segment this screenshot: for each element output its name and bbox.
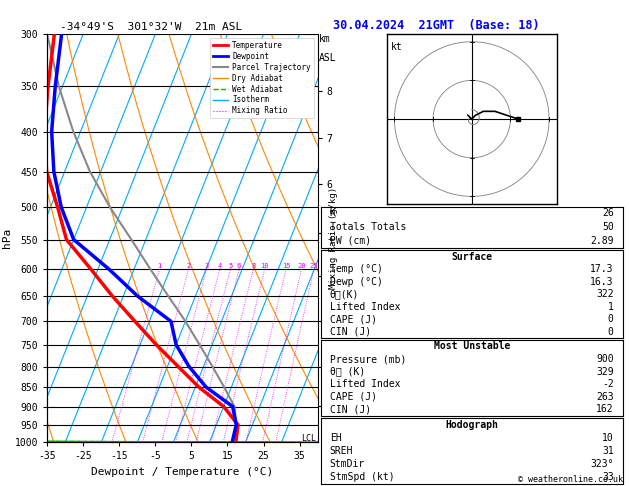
X-axis label: Dewpoint / Temperature (°C): Dewpoint / Temperature (°C) [91, 467, 274, 477]
Text: 17.3: 17.3 [590, 264, 614, 274]
Text: StmSpd (kt): StmSpd (kt) [330, 472, 394, 482]
Text: 1: 1 [608, 301, 614, 312]
Text: Pressure (mb): Pressure (mb) [330, 354, 406, 364]
Text: CIN (J): CIN (J) [330, 404, 371, 414]
Text: Hodograph: Hodograph [445, 419, 498, 430]
Text: CAPE (J): CAPE (J) [330, 392, 377, 402]
Text: 5: 5 [228, 263, 233, 269]
Text: Most Unstable: Most Unstable [433, 342, 510, 351]
Text: 50: 50 [602, 222, 614, 232]
Text: 10: 10 [602, 433, 614, 443]
Text: StmDir: StmDir [330, 459, 365, 469]
Text: 33: 33 [602, 472, 614, 482]
Text: 16.3: 16.3 [590, 277, 614, 287]
Text: 322: 322 [596, 289, 614, 299]
Text: 10: 10 [260, 263, 269, 269]
Text: LCL: LCL [301, 434, 316, 443]
Text: 26: 26 [602, 208, 614, 218]
Text: 25: 25 [309, 263, 318, 269]
Text: Surface: Surface [451, 252, 493, 261]
Text: 20: 20 [298, 263, 306, 269]
Text: θᴄ (K): θᴄ (K) [330, 366, 365, 377]
Text: Temp (°C): Temp (°C) [330, 264, 382, 274]
Text: © weatheronline.co.uk: © weatheronline.co.uk [518, 474, 623, 484]
Text: 0: 0 [608, 327, 614, 336]
Text: 2.89: 2.89 [590, 236, 614, 246]
Y-axis label: hPa: hPa [2, 228, 12, 248]
Text: 6: 6 [237, 263, 242, 269]
Text: K: K [330, 208, 336, 218]
Text: -2: -2 [602, 379, 614, 389]
Text: EH: EH [330, 433, 342, 443]
Text: θᴄ(K): θᴄ(K) [330, 289, 359, 299]
Text: 31: 31 [602, 446, 614, 456]
Text: PW (cm): PW (cm) [330, 236, 371, 246]
Text: Lifted Index: Lifted Index [330, 379, 400, 389]
Text: 263: 263 [596, 392, 614, 402]
Text: CAPE (J): CAPE (J) [330, 314, 377, 324]
Text: SREH: SREH [330, 446, 353, 456]
Text: kt: kt [391, 42, 403, 52]
Text: Dewp (°C): Dewp (°C) [330, 277, 382, 287]
Text: Totals Totals: Totals Totals [330, 222, 406, 232]
Text: 15: 15 [282, 263, 290, 269]
Text: 900: 900 [596, 354, 614, 364]
Text: 323°: 323° [590, 459, 614, 469]
Text: Lifted Index: Lifted Index [330, 301, 400, 312]
Text: 1: 1 [157, 263, 162, 269]
Text: 162: 162 [596, 404, 614, 414]
Text: 8: 8 [251, 263, 255, 269]
Text: CIN (J): CIN (J) [330, 327, 371, 336]
Text: 329: 329 [596, 366, 614, 377]
Text: 3: 3 [204, 263, 209, 269]
Text: km: km [319, 34, 331, 44]
Text: 4: 4 [218, 263, 222, 269]
Text: 0: 0 [608, 314, 614, 324]
Text: ASL: ASL [319, 53, 337, 64]
Legend: Temperature, Dewpoint, Parcel Trajectory, Dry Adiabat, Wet Adiabat, Isotherm, Mi: Temperature, Dewpoint, Parcel Trajectory… [210, 38, 314, 119]
Text: 30.04.2024  21GMT  (Base: 18): 30.04.2024 21GMT (Base: 18) [333, 18, 540, 32]
Text: 2: 2 [186, 263, 191, 269]
Text: Mixing Ratio (g/kg): Mixing Ratio (g/kg) [329, 187, 338, 289]
Text: -34°49'S  301°32'W  21m ASL: -34°49'S 301°32'W 21m ASL [60, 21, 242, 32]
